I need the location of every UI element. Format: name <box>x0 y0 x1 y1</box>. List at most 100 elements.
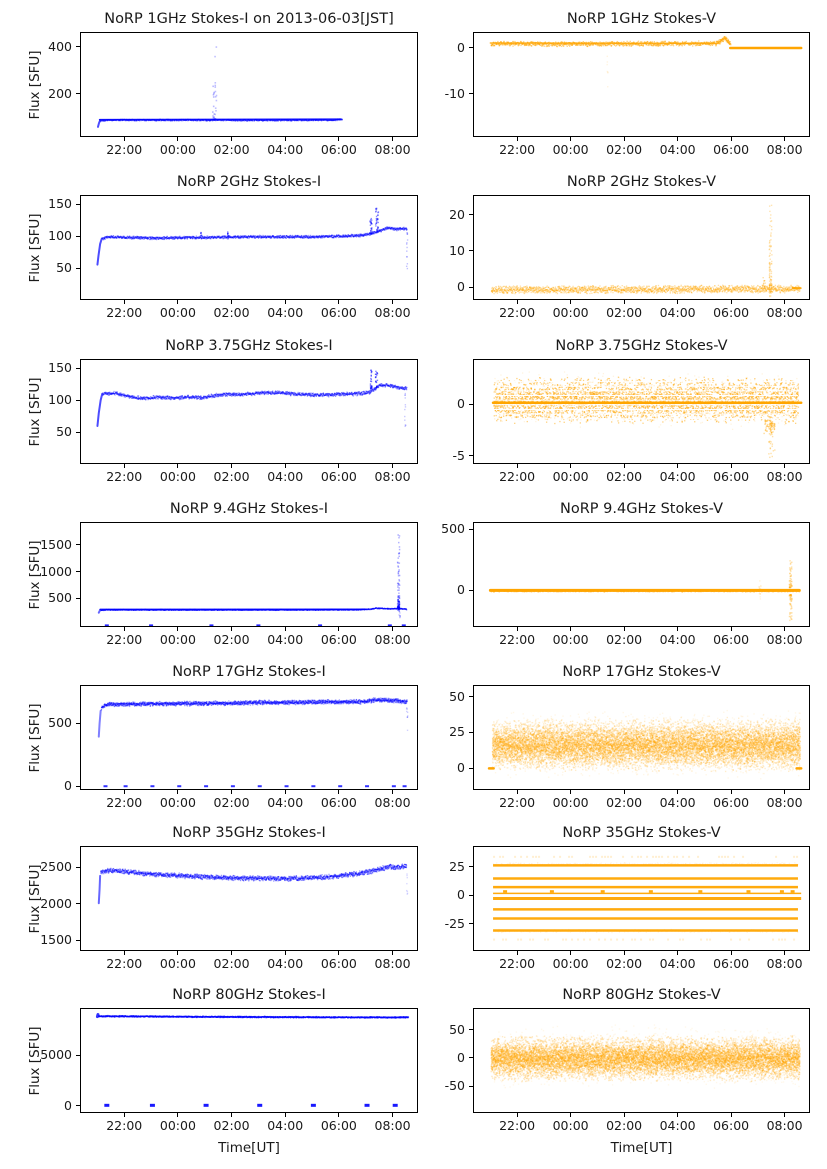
x-tick-label: 02:00 <box>213 956 250 971</box>
x-tickmark <box>677 790 679 794</box>
x-tick-label: 22:00 <box>499 1118 536 1133</box>
x-tick-label: 04:00 <box>267 1118 304 1133</box>
x-tickmark <box>338 1113 340 1117</box>
x-tickmark <box>570 1113 572 1117</box>
plot-canvas <box>474 196 809 299</box>
y-tickmark <box>76 235 80 237</box>
x-tickmark <box>570 951 572 955</box>
x-tick-label: 02:00 <box>606 956 643 971</box>
x-tickmark <box>177 951 179 955</box>
x-tickmark <box>231 464 233 468</box>
x-tick-label: 22:00 <box>499 142 536 157</box>
x-tickmark <box>677 137 679 141</box>
x-tickmark <box>123 1113 125 1117</box>
x-tick-label: 22:00 <box>499 795 536 810</box>
y-tick-label: 150 <box>48 360 72 376</box>
y-tickmark <box>469 455 473 457</box>
x-tick-label: 06:00 <box>713 632 750 647</box>
plot-canvas <box>474 1009 809 1112</box>
x-tick-label: 00:00 <box>552 1118 589 1133</box>
y-tickmark <box>76 203 80 205</box>
x-tick-label: 08:00 <box>766 142 803 157</box>
y-tick-label: 2500 <box>40 859 72 875</box>
x-tickmark <box>677 464 679 468</box>
x-tick-label: 02:00 <box>606 469 643 484</box>
plot-canvas <box>474 360 809 463</box>
x-tick-label: 00:00 <box>159 956 196 971</box>
y-tick-label: 1500 <box>40 932 72 948</box>
x-tickmark <box>623 137 625 141</box>
x-tickmark <box>392 951 394 955</box>
x-tick-label: 22:00 <box>499 956 536 971</box>
x-tickmark <box>392 790 394 794</box>
x-tick-label: 06:00 <box>713 795 750 810</box>
axes-norp-9-4ghz-stokes-i <box>80 522 418 627</box>
x-tickmark <box>231 951 233 955</box>
y-tickmark <box>469 214 473 216</box>
axes-norp-35ghz-stokes-i <box>80 846 418 951</box>
y-axis-label: Flux [SFU] <box>27 212 43 283</box>
plot-title: NoRP 1GHz Stokes-I on 2013-06-03[JST] <box>104 11 394 27</box>
y-axis-label: Flux [SFU] <box>27 863 43 934</box>
x-tick-label: 22:00 <box>499 305 536 320</box>
x-tickmark <box>338 790 340 794</box>
x-tick-label: 02:00 <box>213 469 250 484</box>
y-tickmark <box>76 267 80 269</box>
y-tick-label: 0 <box>457 582 465 598</box>
x-tick-label: 06:00 <box>320 1118 357 1133</box>
x-tick-label: 06:00 <box>713 469 750 484</box>
plot-title: NoRP 35GHz Stokes-V <box>562 825 721 841</box>
x-tickmark <box>338 464 340 468</box>
y-tick-label: -50 <box>444 1078 465 1094</box>
axes-norp-17ghz-stokes-v <box>473 685 810 790</box>
y-tick-label: 0 <box>457 396 465 412</box>
x-tickmark <box>730 464 732 468</box>
x-tick-label: 08:00 <box>766 632 803 647</box>
y-tickmark <box>76 93 80 95</box>
plot-canvas <box>81 1009 417 1112</box>
plot-canvas <box>81 33 417 136</box>
y-tickmark <box>76 939 80 941</box>
x-tick-label: 22:00 <box>106 469 143 484</box>
x-tick-label: 06:00 <box>320 632 357 647</box>
y-tick-label: 100 <box>48 392 72 408</box>
x-tickmark <box>392 627 394 631</box>
plot-title: NoRP 35GHz Stokes-I <box>172 825 326 841</box>
x-tickmark <box>338 951 340 955</box>
y-tick-label: 25 <box>449 724 465 740</box>
axes-norp-80ghz-stokes-v <box>473 1008 810 1113</box>
x-tick-label: 04:00 <box>659 632 696 647</box>
plot-canvas <box>474 33 809 136</box>
x-tickmark <box>284 627 286 631</box>
y-tickmark <box>469 923 473 925</box>
x-tickmark <box>177 1113 179 1117</box>
x-tick-label: 04:00 <box>659 1118 696 1133</box>
x-tickmark <box>516 951 518 955</box>
x-tick-label: 00:00 <box>552 795 589 810</box>
axes-norp-2ghz-stokes-i <box>80 195 418 300</box>
x-tick-label: 04:00 <box>267 795 304 810</box>
x-tick-label: 00:00 <box>552 142 589 157</box>
x-tickmark <box>177 464 179 468</box>
x-tickmark <box>392 464 394 468</box>
y-tickmark <box>469 767 473 769</box>
x-tickmark <box>516 300 518 304</box>
x-tick-label: 22:00 <box>106 795 143 810</box>
x-tickmark <box>570 627 572 631</box>
y-tickmark <box>469 894 473 896</box>
x-tickmark <box>284 464 286 468</box>
y-tick-label: 10 <box>449 242 465 258</box>
x-tickmark <box>284 790 286 794</box>
plot-title: NoRP 80GHz Stokes-I <box>172 987 326 1003</box>
y-tick-label: 0 <box>457 39 465 55</box>
x-tick-label: 02:00 <box>606 795 643 810</box>
x-tick-label: 22:00 <box>106 305 143 320</box>
x-tick-label: 08:00 <box>374 956 411 971</box>
plot-canvas <box>474 847 809 950</box>
y-tickmark <box>76 367 80 369</box>
x-tick-label: 04:00 <box>267 305 304 320</box>
x-tickmark <box>677 300 679 304</box>
y-axis-label: Flux [SFU] <box>27 1025 43 1096</box>
x-tick-label: 08:00 <box>374 1118 411 1133</box>
x-tick-label: 00:00 <box>552 469 589 484</box>
